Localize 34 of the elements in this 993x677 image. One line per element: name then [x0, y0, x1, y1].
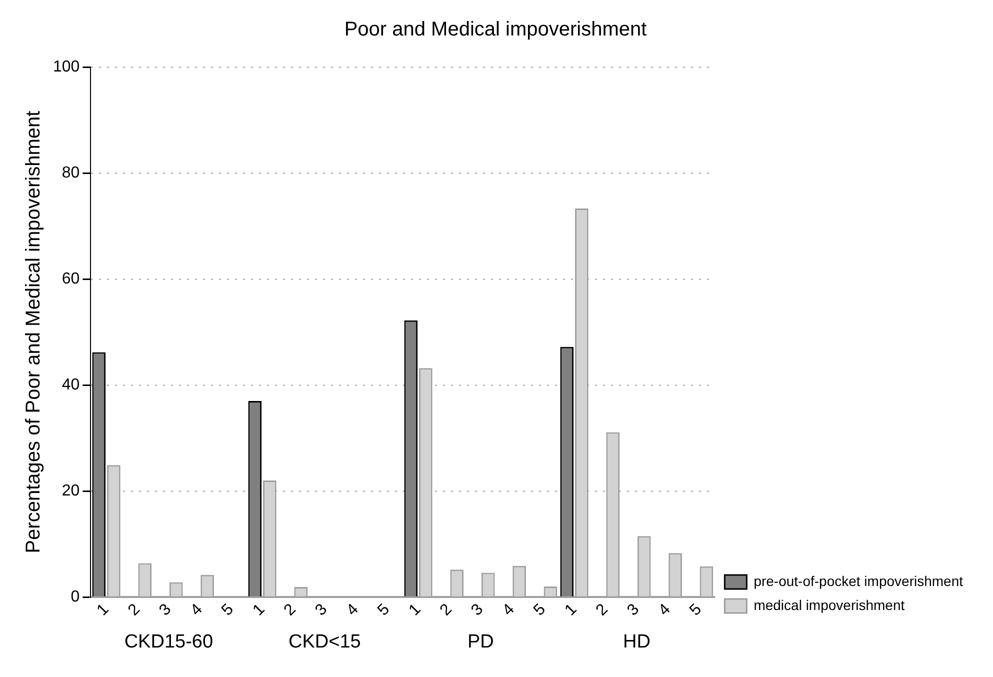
legend-label: medical impoverishment	[754, 596, 905, 613]
text: HD	[622, 632, 650, 653]
legend-label: pre-out-of-pocket impoverishment	[754, 572, 964, 589]
x-tick-label: 5	[218, 600, 238, 620]
x-tick-label: 3	[468, 600, 487, 620]
chart-title: Poor and Medical impoverishment	[344, 18, 648, 41]
y-tick-label: 40	[62, 376, 80, 394]
x-tick-label: 4	[500, 600, 518, 620]
x-tick-label: 2	[125, 600, 144, 620]
y-tick-label: 80	[62, 164, 80, 182]
x-tick-label: 1	[250, 600, 268, 620]
x-tick-label: 2	[281, 600, 300, 620]
y-tick-label: 60	[62, 270, 80, 288]
x-tick-label: 5	[686, 600, 706, 620]
x-tick-label: 5	[374, 600, 394, 620]
y-axis-title: Percentages of Poor and Medical impoverishment	[22, 110, 45, 554]
x-tick-label: 4	[188, 600, 206, 620]
text: PD	[467, 632, 494, 653]
x-tick-label: 4	[656, 600, 674, 620]
x-tick-label: 1	[562, 600, 580, 620]
x-tick-label: 1	[406, 600, 424, 620]
text: CKD<15	[288, 632, 361, 653]
y-tick-label: 20	[62, 482, 80, 500]
x-tick-label: 3	[624, 600, 643, 620]
x-tick-label: 3	[156, 600, 175, 620]
x-tick-label: 3	[312, 600, 331, 620]
x-tick-label: 2	[437, 600, 456, 620]
y-tick-label: 100	[52, 58, 80, 76]
x-tick-label: 4	[344, 600, 362, 620]
x-tick-label: 5	[530, 600, 550, 620]
text: CKD15-60	[124, 632, 214, 653]
y-tick-label: 0	[70, 588, 80, 606]
x-tick-label: 2	[593, 600, 612, 620]
x-tick-label: 1	[94, 600, 112, 620]
